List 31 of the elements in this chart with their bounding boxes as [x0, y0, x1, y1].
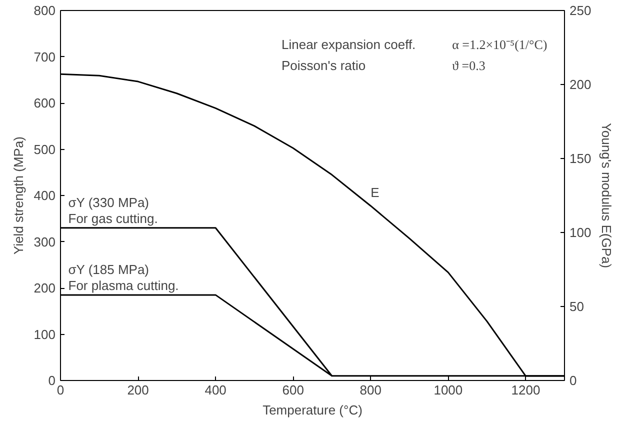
y-tick-label: 100	[34, 326, 56, 342]
y-tick-label: 0	[48, 373, 56, 388]
x-tick-label: 800	[360, 382, 382, 398]
y2-tick-label: 250	[570, 3, 592, 18]
y-tick-label: 800	[34, 3, 56, 18]
y2-tick-label: 200	[570, 77, 592, 92]
x-tick-label: 600	[282, 382, 304, 398]
annotation: α =1.2×10⁻⁵(1/°C)	[452, 37, 548, 52]
x-tick-label: 1000	[434, 382, 463, 398]
y-tick-label: 200	[34, 280, 56, 296]
x-axis-title: Temperature (°C)	[262, 402, 362, 418]
annotation: E	[370, 185, 380, 200]
y2-tick-label: 150	[570, 151, 592, 166]
x-tick-label: 400	[204, 382, 226, 398]
annotation: Linear expansion coeff.	[281, 37, 416, 52]
y-tick-label: 600	[34, 96, 56, 110]
y-tick-label: 300	[34, 234, 56, 250]
y-axis-title: Yield strength (MPa)	[10, 136, 26, 255]
y2-tick-label: 0	[570, 373, 577, 388]
x-tick-label: 200	[127, 382, 149, 398]
y-tick-label: 400	[34, 188, 56, 203]
annotation: Poisson's ratio	[281, 58, 366, 73]
y-tick-label: 700	[34, 49, 56, 64]
y2-tick-label: 100	[570, 225, 592, 240]
y2-axis-title: Young's modulus E(GPa)	[599, 122, 614, 268]
y2-tick-label: 50	[570, 299, 584, 314]
x-tick-label: 1200	[511, 382, 540, 398]
annotation: σY (185 MPa) For plasma cutting.	[68, 262, 179, 294]
y-tick-label: 500	[34, 142, 56, 157]
annotation: σY (330 MPa) For gas cutting.	[68, 195, 158, 226]
annotation: ϑ =0.3	[452, 58, 486, 73]
